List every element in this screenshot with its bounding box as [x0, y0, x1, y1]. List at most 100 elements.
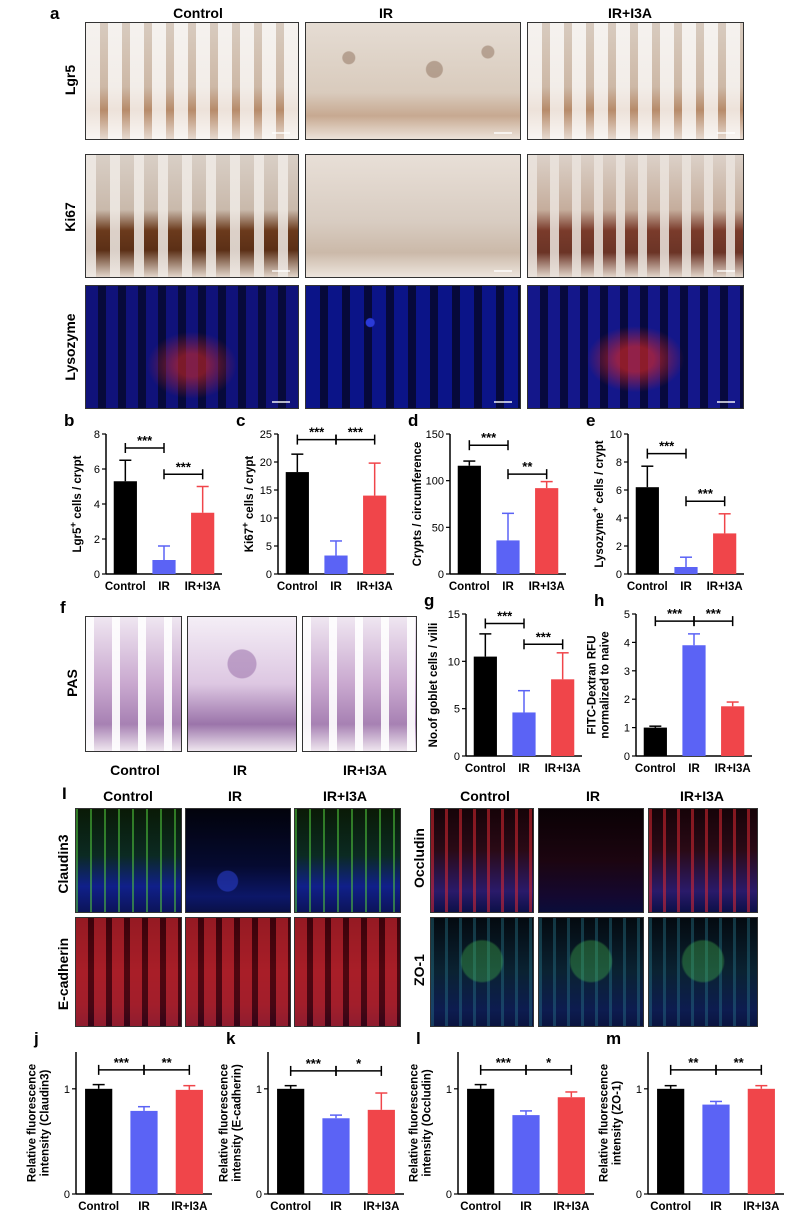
chart-l: l 0 1 Relative fluorescence intensity (Occlu…	[409, 1029, 594, 1213]
bar-ir-i3a	[535, 488, 559, 574]
row-label-ki67: Ki67	[62, 202, 78, 232]
if-right-column-ir-i3a: IR+I3A	[680, 788, 724, 804]
y-axis-label-line: Relative fluorescence	[599, 1064, 611, 1182]
if-claudin3-ir-i3a	[294, 808, 401, 913]
y-axis-label-line: Relative fluorescence	[219, 1064, 231, 1182]
column-title-ir-i3a: IR+I3A	[608, 5, 652, 21]
sig-label: ***	[706, 606, 722, 621]
pas-column-title-ir-i3a: IR+I3A	[343, 762, 387, 778]
bar-ir	[496, 540, 520, 574]
x-tick-label: Control	[105, 581, 146, 593]
sig-label: ***	[497, 608, 513, 623]
sig-label: ***	[348, 425, 364, 440]
column-title-control: Control	[173, 5, 223, 21]
micrograph-lysozyme-ir-i3a	[527, 285, 744, 409]
bar-ir-i3a	[363, 495, 387, 574]
if-occludin-ir-i3a	[648, 808, 758, 913]
if-right-column-control: Control	[460, 788, 510, 804]
y-tick-label: 1	[624, 723, 630, 735]
panel-label-j: j	[33, 1029, 39, 1048]
y-axis-label-line: intensity (E-cadherin)	[232, 1064, 244, 1182]
panel-label-f: f	[60, 598, 66, 617]
bar-control	[635, 487, 659, 574]
sig-label: ***	[496, 1055, 512, 1070]
chart-c: c 0 5 10 15 20 25 Ki67+ cells / crypt Control IR I…	[236, 411, 394, 593]
y-tick-label: 15	[260, 485, 272, 497]
if-e-cadherin-ir-i3a	[294, 917, 401, 1027]
sig-label: ***	[137, 433, 153, 448]
y-axis-label-line: FITC-Dextran RFU	[587, 635, 599, 734]
sig-label: **	[734, 1055, 745, 1070]
if-left-column-ir: IR	[228, 788, 242, 804]
y-tick-label: 0	[616, 569, 622, 581]
if-e-cadherin-ir	[185, 917, 291, 1027]
y-axis-label-line: Relative fluorescence	[409, 1064, 421, 1182]
panel-label-c: c	[236, 411, 245, 430]
y-tick-label: 0	[636, 1189, 642, 1201]
bar-control	[113, 481, 137, 574]
if-e-cadherin-control	[75, 917, 182, 1027]
panel-label-k: k	[226, 1029, 236, 1048]
if-occludin-ir	[538, 808, 644, 913]
y-axis-label-line: intensity (ZO-1)	[612, 1081, 624, 1166]
row-label-claudin3: Claudin3	[55, 834, 71, 894]
sig-label: ***	[536, 629, 552, 644]
y-tick-label: 0	[94, 569, 100, 581]
x-tick-label: IR	[710, 1201, 722, 1213]
panel-label-e: e	[586, 411, 595, 430]
x-tick-label: IR	[158, 581, 170, 593]
y-axis-label-group: Crypts / circumference	[412, 442, 424, 567]
x-tick-label: IR	[330, 1201, 342, 1213]
x-tick-label: Control	[465, 763, 506, 775]
y-tick-label: 5	[624, 609, 630, 621]
micrograph-ki67-ir	[305, 154, 521, 278]
y-tick-label: 0	[454, 751, 460, 763]
x-tick-label: IR+I3A	[545, 763, 581, 775]
x-tick-label: IR	[680, 581, 692, 593]
bar-ir	[152, 560, 176, 574]
panel-label-a: a	[50, 4, 60, 23]
sig-label: ***	[176, 459, 192, 474]
y-tick-label: 0	[64, 1189, 70, 1201]
bar-ir-i3a	[557, 1097, 585, 1194]
y-tick-label: 2	[616, 541, 622, 553]
chart-k: k 0 1 Relative fluorescence intensity (E-cad…	[219, 1029, 404, 1213]
sig-label: ***	[481, 430, 497, 445]
bar-control	[657, 1088, 685, 1194]
row-label-occludin: Occludin	[411, 828, 427, 888]
if-zo-1-ir-i3a	[648, 917, 758, 1027]
y-tick-label: 100	[426, 476, 444, 488]
y-tick-label: 0	[624, 751, 630, 763]
x-tick-label: Control	[449, 581, 490, 593]
sig-label: *	[356, 1056, 362, 1071]
y-tick-label: 25	[260, 429, 272, 441]
panel-label-l: l	[416, 1029, 421, 1048]
micrograph-lysozyme-ir	[305, 285, 521, 409]
x-tick-label: IR+I3A	[743, 1201, 779, 1213]
y-tick-label: 0	[446, 1189, 452, 1201]
y-tick-label: 10	[610, 429, 622, 441]
x-tick-label: IR+I3A	[363, 1201, 399, 1213]
y-tick-label: 150	[426, 429, 444, 441]
y-axis-label-group: Ki67+ cells / crypt	[240, 456, 256, 552]
bar-ir-i3a	[721, 706, 745, 756]
y-axis-label: Lgr5+ cells / crypt	[68, 455, 84, 553]
x-tick-label: IR	[502, 581, 514, 593]
if-left-column-control: Control	[103, 788, 153, 804]
bar-ir-i3a	[551, 679, 575, 756]
y-axis-label-group: Lysozyme+ cells / crypt	[590, 440, 606, 567]
sig-label: **	[162, 1055, 173, 1070]
x-tick-label: IR+I3A	[715, 763, 751, 775]
y-tick-label: 15	[448, 609, 460, 621]
chart-e: e 0 2 4 6 8 10 Lysozyme+ cells / crypt Control IR…	[586, 411, 744, 593]
row-label-lysozyme: Lysozyme	[62, 313, 78, 381]
panel-label-i: I	[62, 784, 67, 803]
x-tick-label: Control	[650, 1201, 691, 1213]
sig-label: ***	[114, 1055, 130, 1070]
chart-b: b 0 2 4 6 8 Lgr5+ cells / crypt Control IR IR+I3A…	[64, 411, 222, 593]
bar-control	[285, 472, 309, 574]
bar-control	[473, 656, 497, 756]
bar-ir	[512, 712, 536, 756]
y-tick-label: 2	[94, 534, 100, 546]
sig-label: **	[688, 1055, 699, 1070]
